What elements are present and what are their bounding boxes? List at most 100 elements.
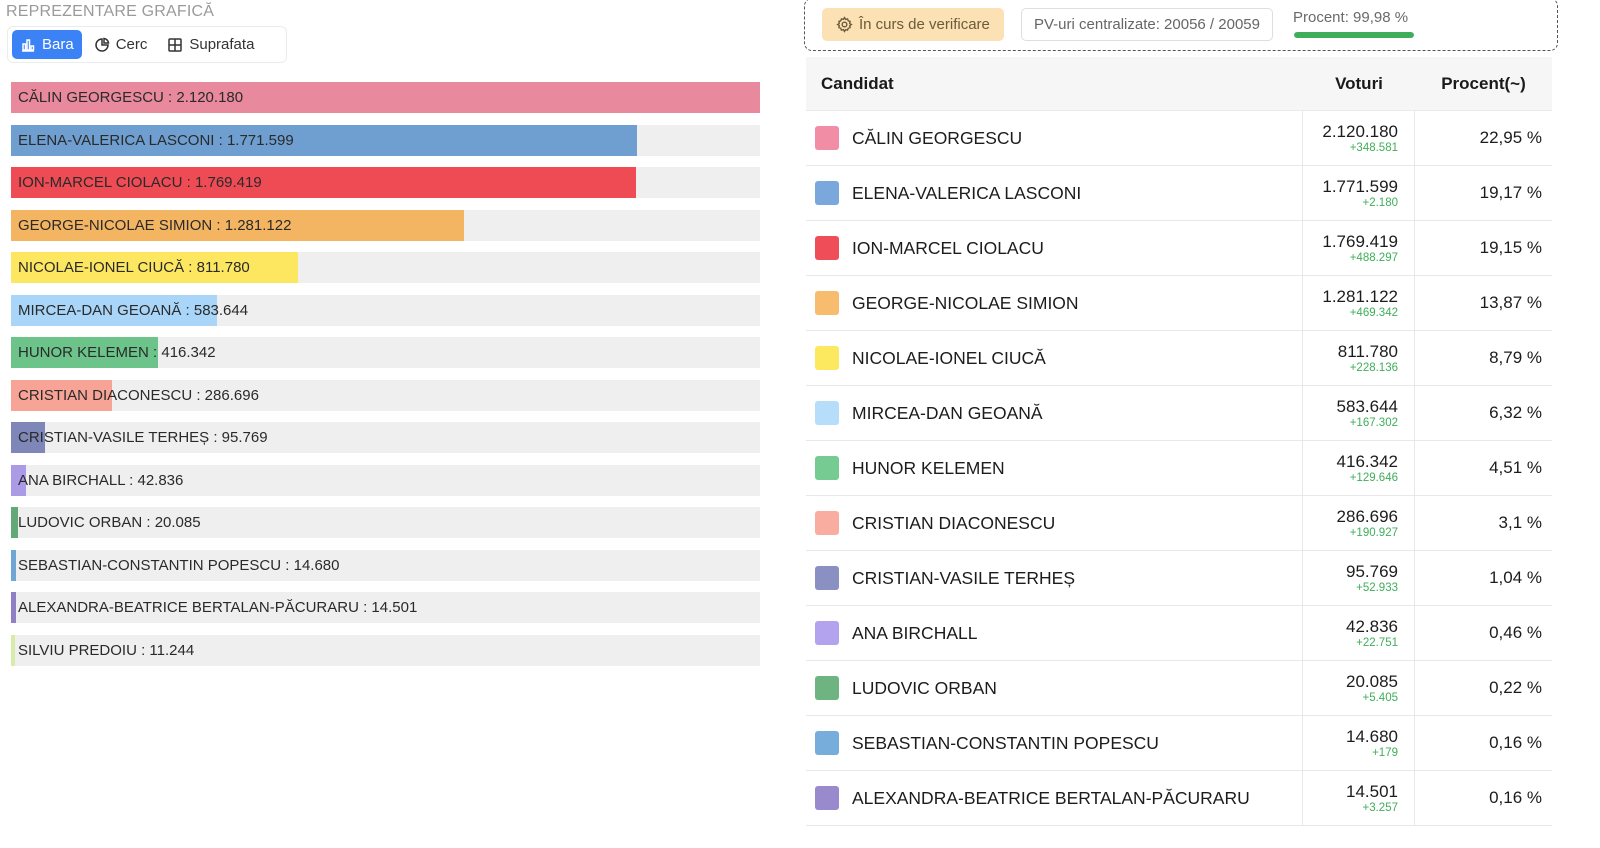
bar	[11, 82, 760, 113]
candidate-cell: LUDOVIC ORBAN	[806, 660, 1303, 716]
candidate-name: ION-MARCEL CIOLACU	[852, 237, 1044, 258]
votes-cell: 20.085 +5.405	[1303, 660, 1415, 716]
color-swatch	[815, 566, 839, 590]
candidate-name: CRISTIAN-VASILE TERHEȘ	[852, 567, 1076, 588]
table-row[interactable]: LUDOVIC ORBAN 20.085 +5.405 0,22 %	[806, 660, 1552, 716]
bar-label: SILVIU PREDOIU : 11.244	[18, 641, 195, 659]
bar	[11, 337, 159, 368]
results-table: Candidat Voturi Procent(~) CĂLIN GEORGES…	[806, 57, 1552, 826]
table-row[interactable]: HUNOR KELEMEN 416.342 +129.646 4,51 %	[806, 440, 1552, 496]
chart-section-title: REPREZENTARE GRAFICĂ	[6, 3, 215, 20]
votes-delta: +190.927	[1349, 526, 1398, 539]
table-body: CĂLIN GEORGESCU 2.120.180 +348.581 22,95 % E…	[806, 110, 1552, 826]
results-panel: În curs de verificare PV-uri centralizat…	[795, 0, 1585, 848]
table-row[interactable]: SEBASTIAN-CONSTANTIN POPESCU 14.680 +179 0,…	[806, 715, 1552, 771]
table-row[interactable]: ANA BIRCHALL 42.836 +22.751 0,46 %	[806, 605, 1552, 661]
votes-value: 416.342	[1336, 451, 1398, 471]
table-row[interactable]: ALEXANDRA-BEATRICE BERTALAN-PĂCURARU 14.5…	[806, 770, 1552, 826]
votes-value: 95.769	[1346, 561, 1398, 581]
bar-row[interactable]: CĂLIN GEORGESCU : 2.120.180	[11, 82, 760, 113]
table-row[interactable]: NICOLAE-IONEL CIUCĂ 811.780 +228.136 8,79 %	[806, 330, 1552, 386]
votes-value: 583.644	[1336, 396, 1398, 416]
bar-label: GEORGE-NICOLAE SIMION : 1.281.122	[18, 216, 292, 234]
votes-value: 42.836	[1346, 616, 1398, 636]
candidate-cell: ALEXANDRA-BEATRICE BERTALAN-PĂCURARU	[806, 770, 1303, 826]
percent-cell: 3,1 %	[1498, 513, 1542, 532]
bar	[11, 592, 17, 623]
chart-type-treemap-button[interactable]: Suprafata	[159, 30, 262, 59]
bar-row[interactable]: ALEXANDRA-BEATRICE BERTALAN-PĂCURARU : 1…	[11, 592, 760, 623]
votes-cell: 1.771.599 +2.180	[1303, 165, 1415, 221]
candidate-cell: NICOLAE-IONEL CIUCĂ	[806, 330, 1303, 386]
status-box: În curs de verificare PV-uri centralizat…	[804, 0, 1558, 51]
table-row[interactable]: GEORGE-NICOLAE SIMION 1.281.122 +469.342 13…	[806, 275, 1552, 331]
bar-row[interactable]: CRISTIAN-VASILE TERHEȘ : 95.769	[11, 422, 760, 453]
votes-cell: 583.644 +167.302	[1303, 385, 1415, 441]
table-row[interactable]: ION-MARCEL CIOLACU 1.769.419 +488.297 19,15…	[806, 220, 1552, 276]
bar-chart-icon	[22, 38, 35, 52]
votes-delta: +228.136	[1349, 361, 1398, 374]
header-votes[interactable]: Voturi	[1335, 73, 1383, 93]
bar-row[interactable]: NICOLAE-IONEL CIUCĂ : 811.780	[11, 252, 760, 283]
bar-label: SEBASTIAN-CONSTANTIN POPESCU : 14.680	[18, 556, 340, 574]
percent-label: Procent: 99,98 %	[1293, 9, 1409, 26]
bar	[11, 422, 45, 453]
bar-row[interactable]: ELENA-VALERICA LASCONI : 1.771.599	[11, 124, 760, 156]
bar-row[interactable]: HUNOR KELEMEN : 416.342	[11, 337, 760, 368]
votes-delta: +179	[1372, 746, 1398, 759]
bar-row[interactable]: LUDOVIC ORBAN : 20.085	[11, 507, 760, 538]
pie-chart-icon	[94, 37, 110, 52]
table-row[interactable]: CRISTIAN-VASILE TERHEȘ 95.769 +52.933 1,04 …	[806, 550, 1552, 606]
color-swatch	[815, 291, 839, 315]
chart-type-bar-button[interactable]: Bara	[12, 30, 82, 59]
table-header: Candidat Voturi Procent(~)	[806, 57, 1552, 111]
bar-row[interactable]: MIRCEA-DAN GEOANĂ : 583.644	[11, 294, 760, 326]
bar-row[interactable]: SEBASTIAN-CONSTANTIN POPESCU : 14.680	[11, 549, 760, 581]
header-percent[interactable]: Procent(~)	[1441, 73, 1526, 93]
candidate-name: CRISTIAN DIACONESCU	[852, 512, 1056, 533]
votes-delta: +2.180	[1362, 196, 1399, 209]
chart-type-bar-label: Bara	[42, 36, 74, 53]
bar-label: MIRCEA-DAN GEOANĂ : 583.644	[18, 301, 249, 319]
bar-label: CĂLIN GEORGESCU : 2.120.180	[18, 89, 244, 106]
table-row[interactable]: CRISTIAN DIACONESCU 286.696 +190.927 3,1 %	[806, 495, 1552, 551]
bar	[11, 124, 637, 156]
votes-cell: 811.780 +228.136	[1303, 330, 1415, 386]
bar	[11, 252, 298, 283]
bar-row[interactable]: ION-MARCEL CIOLACU : 1.769.419	[11, 167, 760, 198]
bar	[11, 549, 17, 581]
table-row[interactable]: CĂLIN GEORGESCU 2.120.180 +348.581 22,95 %	[806, 110, 1552, 166]
bar-label: ELENA-VALERICA LASCONI : 1.771.599	[18, 131, 294, 149]
candidate-name: SEBASTIAN-CONSTANTIN POPESCU	[852, 732, 1159, 753]
percent-cell: 0,16 %	[1489, 788, 1542, 807]
votes-delta: +167.302	[1349, 416, 1398, 429]
votes-delta: +348.581	[1349, 141, 1398, 154]
votes-value: 286.696	[1336, 506, 1398, 526]
bar-row[interactable]: SILVIU PREDOIU : 11.244	[11, 634, 760, 666]
votes-cell: 1.281.122 +469.342	[1303, 275, 1415, 331]
candidate-cell: MIRCEA-DAN GEOANĂ	[806, 385, 1303, 441]
color-swatch	[815, 511, 839, 535]
bar-label: NICOLAE-IONEL CIUCĂ : 811.780	[18, 259, 250, 276]
table-row[interactable]: ELENA-VALERICA LASCONI 1.771.599 +2.180 19,…	[806, 165, 1552, 221]
votes-value: 1.281.122	[1322, 286, 1398, 306]
bar-label: CRISTIAN DIACONESCU : 286.696	[18, 386, 259, 404]
percent-cell: 1,04 %	[1489, 568, 1542, 587]
percent-cell: 13,87 %	[1479, 293, 1542, 312]
votes-cell: 1.769.419 +488.297	[1303, 220, 1415, 276]
bar-row[interactable]: CRISTIAN DIACONESCU : 286.696	[11, 379, 760, 411]
votes-delta: +3.257	[1362, 801, 1399, 814]
bar-label: ANA BIRCHALL : 42.836	[18, 471, 184, 489]
bar-row[interactable]: ANA BIRCHALL : 42.836	[11, 464, 760, 496]
table-row[interactable]: MIRCEA-DAN GEOANĂ 583.644 +167.302 6,32 %	[806, 385, 1552, 441]
verification-status-label: În curs de verificare	[859, 16, 990, 33]
percent-cell: 22,95 %	[1479, 128, 1542, 147]
candidate-name: ELENA-VALERICA LASCONI	[852, 182, 1082, 203]
candidate-name: ANA BIRCHALL	[852, 622, 978, 643]
candidate-name: ALEXANDRA-BEATRICE BERTALAN-PĂCURARU	[852, 787, 1250, 808]
color-swatch	[815, 401, 839, 425]
bar-row[interactable]: GEORGE-NICOLAE SIMION : 1.281.122	[11, 209, 760, 241]
header-candidate[interactable]: Candidat	[821, 73, 894, 93]
votes-value: 20.085	[1346, 671, 1398, 691]
chart-type-pie-button[interactable]: Cerc	[86, 30, 156, 59]
